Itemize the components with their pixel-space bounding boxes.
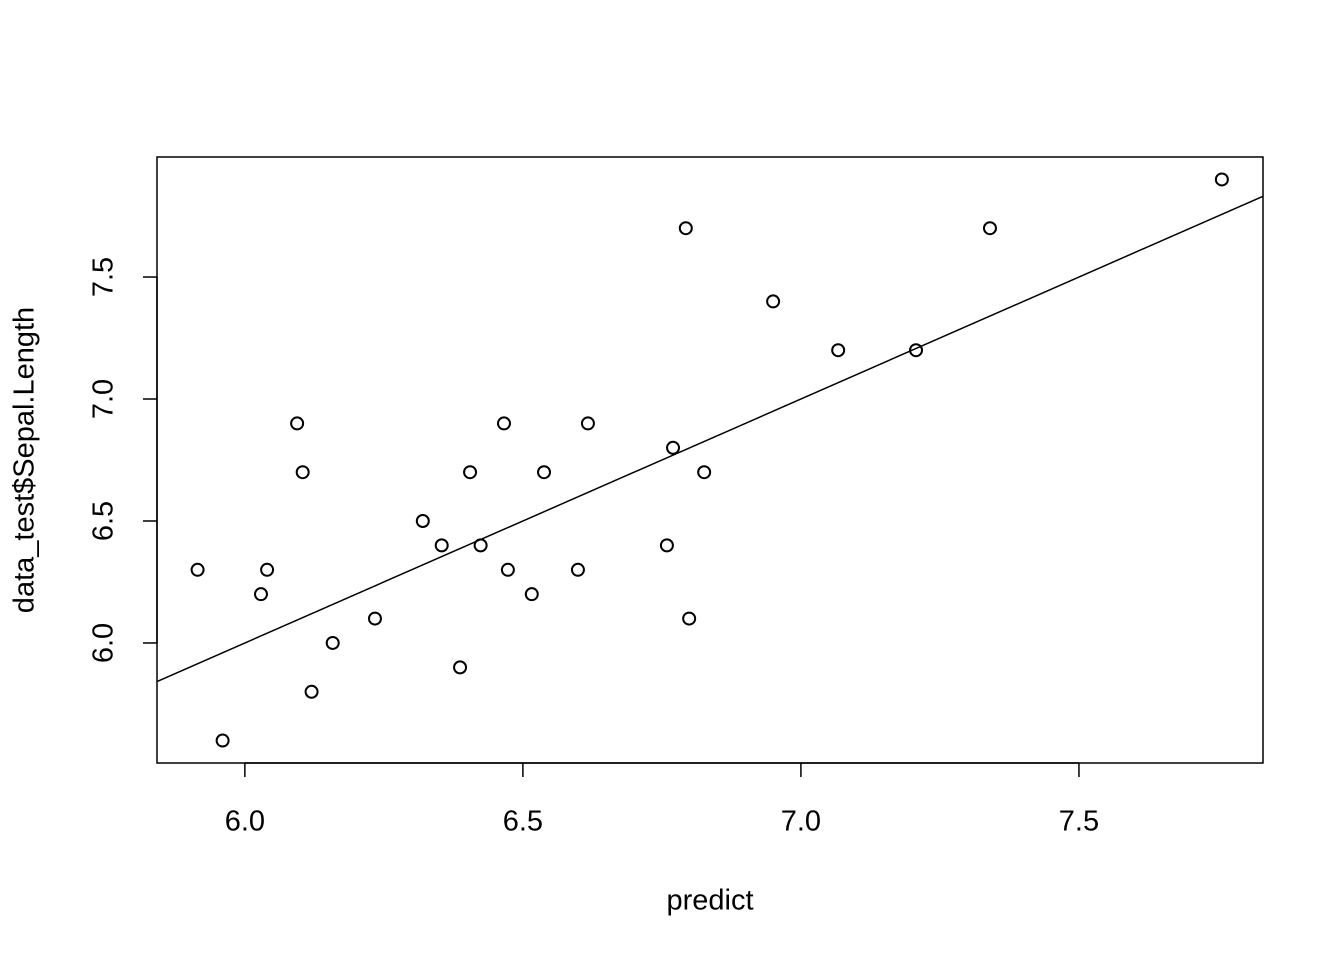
point — [304, 684, 319, 699]
point — [766, 294, 781, 309]
x-tick-label: 7.0 — [781, 806, 821, 838]
point — [524, 587, 539, 602]
point — [190, 562, 205, 577]
y-axis-title: data_test$Sepal.Length — [9, 307, 41, 613]
y-tick-label: 7.5 — [88, 257, 120, 297]
x-tick-label: 7.5 — [1059, 806, 1099, 838]
point — [982, 221, 997, 236]
point — [678, 221, 693, 236]
point — [1214, 172, 1229, 187]
y-tick-label: 6.5 — [88, 501, 120, 541]
point — [666, 440, 681, 455]
point — [570, 562, 585, 577]
point — [415, 513, 430, 528]
point — [434, 538, 449, 553]
y-tick-label: 6.0 — [88, 623, 120, 663]
point — [290, 416, 305, 431]
y-tick-label: 7.0 — [88, 379, 120, 419]
point — [697, 465, 712, 480]
point — [831, 343, 846, 358]
point — [325, 635, 340, 650]
point — [295, 465, 310, 480]
point — [473, 538, 488, 553]
regression-line — [157, 195, 1263, 683]
x-tick-label: 6.5 — [503, 806, 543, 838]
point — [496, 416, 511, 431]
point — [453, 660, 468, 675]
point — [260, 562, 275, 577]
point — [215, 733, 230, 748]
point — [537, 465, 552, 480]
x-axis-title: predict — [666, 885, 753, 917]
point — [909, 343, 924, 358]
x-tick-label: 6.0 — [225, 806, 265, 838]
point — [463, 465, 478, 480]
point — [253, 587, 268, 602]
plot-frame — [156, 156, 1264, 764]
point — [682, 611, 697, 626]
point — [659, 538, 674, 553]
point — [580, 416, 595, 431]
point — [367, 611, 382, 626]
point — [500, 562, 515, 577]
